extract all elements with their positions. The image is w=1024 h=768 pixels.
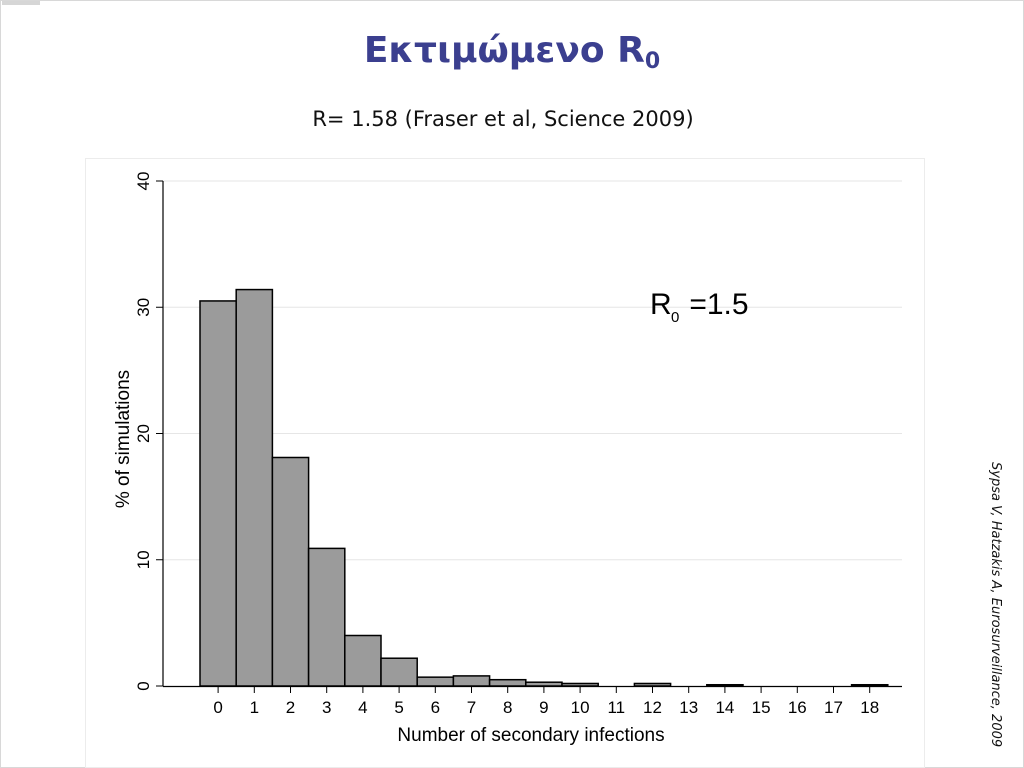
annotation-r: R xyxy=(650,288,672,321)
bar-0 xyxy=(199,300,237,687)
x-tick-label-10: 10 xyxy=(571,698,590,717)
slide-subtitle: R= 1.58 (Fraser et al, Science 2009) xyxy=(312,107,694,131)
y-tick-label-20: 20 xyxy=(134,424,153,443)
chart-panel: 0 1 2 3 4 5 6 7 8 9 10 11 12 13 14 15 16 17 18 0 10 20 30 40 Num… xyxy=(85,158,925,768)
y-tick-label-0: 0 xyxy=(134,681,153,690)
y-tick-label-30: 30 xyxy=(134,298,153,317)
x-tick-label-0: 0 xyxy=(213,698,222,717)
x-tick-label-3: 3 xyxy=(322,698,331,717)
slide-title-subscript: 0 xyxy=(644,49,661,74)
y-axis-title: % of simulations xyxy=(113,370,134,508)
y-tick-label-40: 40 xyxy=(134,172,153,191)
x-tick-label-5: 5 xyxy=(394,698,403,717)
x-tick-label-14: 14 xyxy=(715,698,734,717)
bar-9 xyxy=(525,681,563,687)
x-tick-label-11: 11 xyxy=(607,698,625,717)
x-tick-label-16: 16 xyxy=(788,698,807,717)
annotation-subscript: 0 xyxy=(671,309,679,326)
x-tick-label-15: 15 xyxy=(752,698,771,717)
x-axis-title: Number of secondary infections xyxy=(397,725,664,746)
slide-title-main: Εκτιμώμενο R xyxy=(363,30,645,71)
y-tick-label-10: 10 xyxy=(134,550,153,569)
x-tick-label-6: 6 xyxy=(431,698,440,717)
x-tick-label-7: 7 xyxy=(467,698,476,717)
bar-7 xyxy=(452,675,491,687)
x-tick-label-17: 17 xyxy=(824,698,843,717)
bar-14 xyxy=(706,683,744,687)
corner-artifact xyxy=(2,1,40,5)
x-tick-label-2: 2 xyxy=(286,698,295,717)
x-tick-label-9: 9 xyxy=(539,698,548,717)
bar-1 xyxy=(235,288,274,687)
x-tick-label-1: 1 xyxy=(250,698,259,717)
bar-4 xyxy=(344,634,382,687)
bar-3 xyxy=(307,547,346,687)
x-tick-label-13: 13 xyxy=(679,698,698,717)
x-tick-label-18: 18 xyxy=(860,698,879,717)
bar-6 xyxy=(416,676,455,687)
bar-5 xyxy=(380,657,418,687)
annotation-value: =1.5 xyxy=(681,288,749,321)
x-tick-label-12: 12 xyxy=(643,698,662,717)
slide-title: Εκτιμώμενο R0 xyxy=(0,30,1024,74)
bar-10 xyxy=(561,682,599,687)
bar-18 xyxy=(850,683,889,687)
x-tick-label-4: 4 xyxy=(358,698,367,717)
citation: Sypsa V, Hatzakis A, Eurosurveillance, 2… xyxy=(988,462,1003,748)
bar-12 xyxy=(633,682,672,687)
bar-8 xyxy=(488,678,527,687)
histogram-chart: 0 1 2 3 4 5 6 7 8 9 10 11 12 13 14 15 16 17 18010203040Num… xyxy=(113,172,902,746)
x-tick-label-8: 8 xyxy=(503,698,512,717)
bar-2 xyxy=(271,456,310,687)
